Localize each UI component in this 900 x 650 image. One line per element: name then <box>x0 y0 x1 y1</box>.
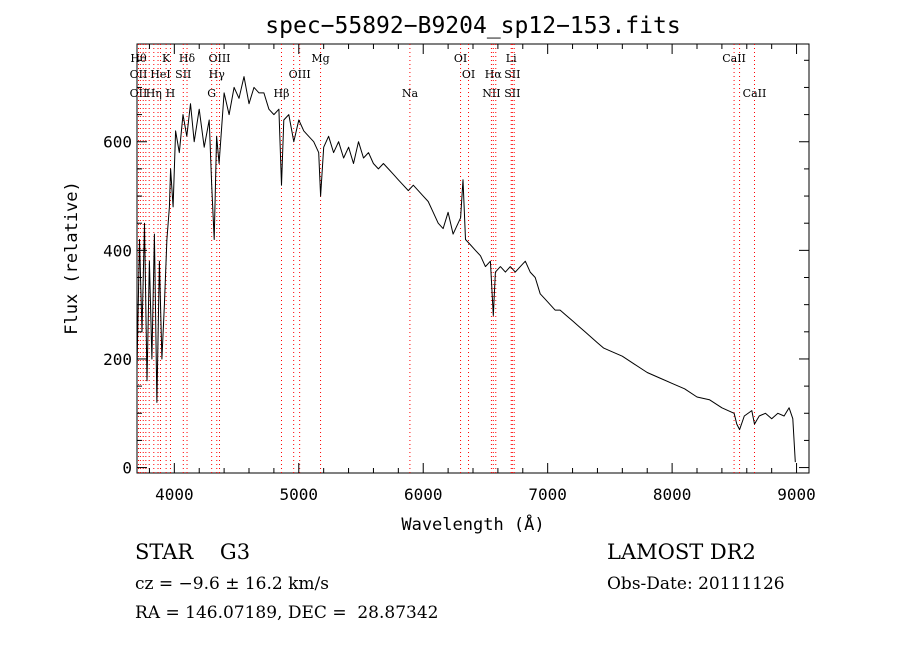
marker-label-11-top: Hδ <box>179 52 196 65</box>
marker-label-25-top: Li <box>506 52 517 65</box>
chart-title: spec−55892−B9204_sp12−153.fits <box>265 13 680 39</box>
marker-label-28-top: CaII <box>722 52 746 65</box>
spectrum-line-0 <box>136 76 796 463</box>
marker-labels: HθOIIOIIHηHeIKHSIIHδGHγOIIIHβOIIIMgNaOIO… <box>130 52 767 100</box>
marker-label-23-mid: Hα <box>485 68 503 81</box>
y-tick-label-3: 600 <box>103 133 132 152</box>
marker-label-22-bot: NII <box>482 87 500 100</box>
axis-ticks: 4000 5000 6000 7000 8000 9000 0 200 400 600 <box>103 44 816 504</box>
series-layer <box>136 76 796 463</box>
marker-label-13-mid: Hγ <box>209 68 226 81</box>
marker-label-20-top: OI <box>454 52 467 65</box>
marker-label-10-mid: SII <box>175 68 191 81</box>
marker-label-26-bot: SII <box>504 87 520 100</box>
marker-label-17-mid: OIII <box>289 68 311 81</box>
marker-label-14-top: OIII <box>208 52 230 65</box>
plot-frame <box>136 43 810 474</box>
marker-label-21-mid: OI <box>462 68 475 81</box>
marker-label-12-bot: G <box>207 87 216 100</box>
marker-label-26-mid: SII <box>504 68 520 81</box>
ra-dec: RA = 146.07189, DEC = 28.87342 <box>135 603 439 623</box>
x-tick-label-4: 8000 <box>653 485 692 504</box>
line-markers <box>137 44 755 473</box>
marker-label-0-top: Hθ <box>130 52 147 65</box>
x-tick-label-2: 6000 <box>404 485 443 504</box>
marker-label-7-mid: HeI <box>150 68 170 81</box>
y-axis-label: Flux (relative) <box>62 181 82 335</box>
object-class: STAR G3 <box>135 540 251 564</box>
x-axis-label: Wavelength (Å) <box>401 513 544 535</box>
marker-label-15-bot: Hβ <box>274 87 290 100</box>
x-tick-label-0: 4000 <box>155 485 194 504</box>
marker-label-30-bot: CaII <box>743 87 767 100</box>
x-tick-label-1: 5000 <box>280 485 319 504</box>
obs-date: Obs-Date: 20111126 <box>607 574 785 594</box>
x-tick-label-5: 9000 <box>777 485 816 504</box>
marker-label-8-top: K <box>162 52 171 65</box>
y-tick-label-0: 0 <box>122 459 132 478</box>
marker-label-19-bot: Na <box>402 87 419 100</box>
x-tick-label-3: 7000 <box>528 485 567 504</box>
marker-label-5-bot: Hη <box>146 87 162 100</box>
data-release: LAMOST DR2 <box>607 540 756 564</box>
marker-label-0-mid: OII <box>130 68 148 81</box>
y-tick-label-2: 400 <box>103 241 132 260</box>
redshift-cz: cz = −9.6 ± 16.2 km/s <box>135 574 329 594</box>
marker-label-9-bot: H <box>166 87 176 100</box>
marker-label-0-bot: OII <box>130 87 148 100</box>
marker-label-18-top: Mg <box>311 52 329 65</box>
y-tick-label-1: 200 <box>103 350 132 369</box>
